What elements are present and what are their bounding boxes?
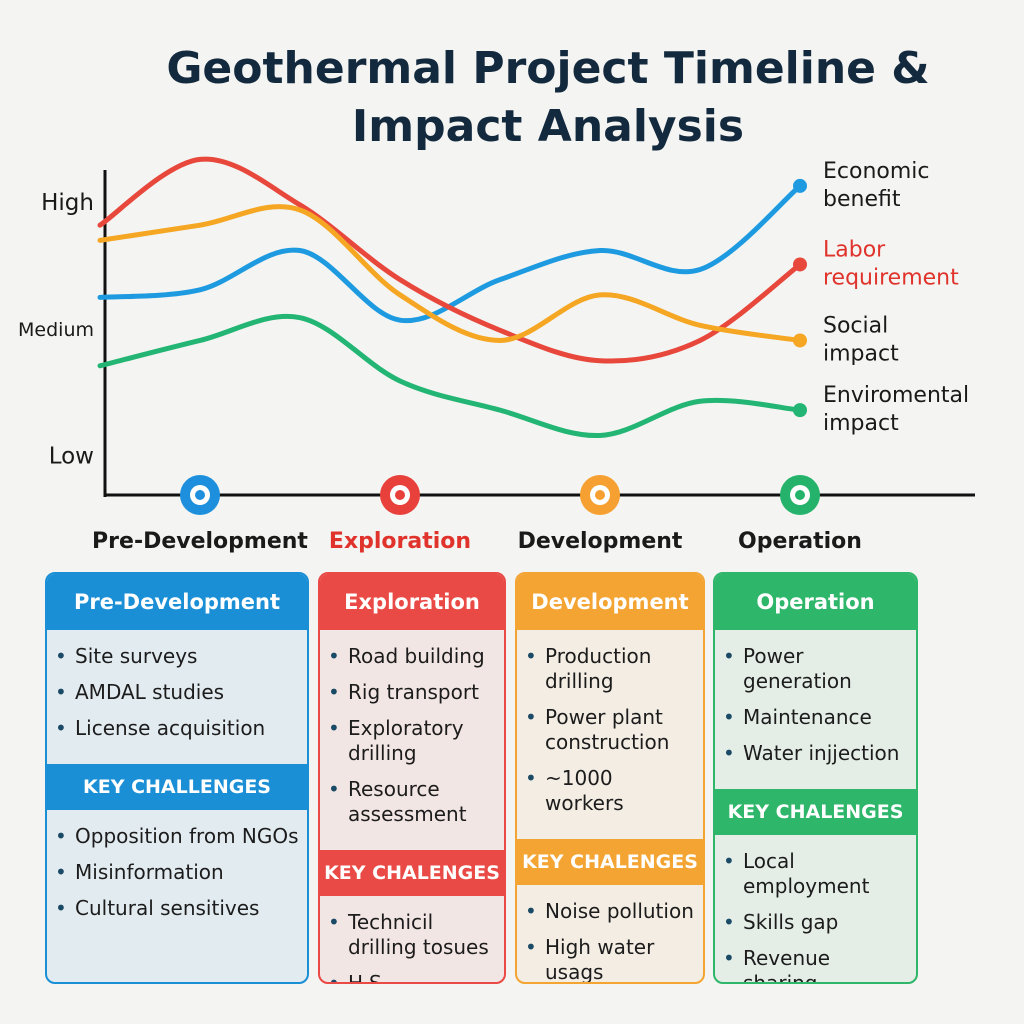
challenges-title: KEY CHALLENGES bbox=[47, 764, 307, 810]
y-tick-label: Low bbox=[49, 444, 94, 470]
challenge-item: Misinformation bbox=[55, 860, 301, 885]
challenge-item: High water usags bbox=[525, 935, 697, 982]
challenge-item: Cultural sensitives bbox=[55, 896, 301, 921]
phase-marker-dot bbox=[395, 490, 405, 500]
card-title: Pre-Development bbox=[47, 574, 307, 630]
legend-label: Labor requirement bbox=[823, 237, 959, 290]
challenge-item: Skills gap bbox=[723, 910, 910, 935]
challenge-item: Opposition from NGOs bbox=[55, 824, 301, 849]
phase-card: Exploration Road building Rig transport Exp… bbox=[318, 572, 506, 984]
challenge-list: Technicil drilling tosues H.S management bbox=[320, 896, 504, 982]
activity-list: Power generation Maintenance Water injject… bbox=[715, 630, 916, 789]
challenge-list: Local employment Skills gap Revenue sharin… bbox=[715, 835, 916, 982]
series-line bbox=[97, 156, 803, 364]
legend-label: Economic benefit bbox=[823, 159, 930, 212]
x-tick-label: Development bbox=[518, 529, 683, 554]
chart-title: Geothermal Project Timeline & Impact Ana… bbox=[166, 43, 930, 152]
end-marker bbox=[793, 257, 807, 272]
phase-card: Operation Power generation Maintenance Wate… bbox=[713, 572, 918, 984]
challenge-item: Technicil drilling tosues bbox=[328, 910, 498, 960]
series-line bbox=[97, 313, 803, 438]
challenges-title: KEY CHALENGES bbox=[715, 789, 916, 835]
activity-item: Maintenance bbox=[723, 705, 910, 730]
activity-item: License acquisition bbox=[55, 716, 301, 741]
challenges-title: KEY CHALENGES bbox=[320, 850, 504, 896]
activity-item: Power plant construction bbox=[525, 705, 697, 755]
challenge-list: Opposition from NGOs Misinformation Cultur… bbox=[47, 810, 307, 944]
card-title: Operation bbox=[715, 574, 916, 630]
x-tick-label: Pre-Development bbox=[92, 529, 308, 554]
series-line bbox=[97, 204, 803, 343]
end-marker bbox=[793, 178, 807, 193]
activity-item: Resource assessment bbox=[328, 777, 498, 827]
activity-list: Road building Rig transport Exploratory dr… bbox=[320, 630, 504, 850]
y-tick-label: Medium bbox=[18, 319, 94, 341]
activity-item: Road building bbox=[328, 644, 498, 669]
legend-label: Social impact bbox=[823, 313, 899, 366]
activity-item: Site surveys bbox=[55, 644, 301, 669]
phase-card: Pre-Development Site surveys AMDAL studies… bbox=[45, 572, 309, 984]
activity-list: Site surveys AMDAL studies License acquisi… bbox=[47, 630, 307, 764]
x-tick-label: Exploration bbox=[329, 529, 471, 554]
challenge-item: Noise pollution bbox=[525, 899, 697, 924]
chart: High Medium Low Economic benefit Labor require… bbox=[18, 156, 975, 554]
challenges-title: KEY CHALENGES bbox=[517, 839, 703, 885]
challenge-item: H.S management bbox=[328, 971, 498, 982]
challenge-list: Noise pollutionHigh water usagsLabor dem… bbox=[517, 885, 703, 982]
activity-list: Production drilling Power plant construct… bbox=[517, 630, 703, 839]
activity-item: Power generation bbox=[723, 644, 910, 694]
phase-marker-dot bbox=[195, 490, 205, 500]
activity-item: AMDAL studies bbox=[55, 680, 301, 705]
challenge-item: Local employment bbox=[723, 849, 910, 899]
activity-item: Exploratory drilling bbox=[328, 716, 498, 766]
end-marker bbox=[793, 403, 807, 418]
phase-marker-dot bbox=[595, 490, 605, 500]
phase-card: Development Production drilling Power plan… bbox=[515, 572, 705, 984]
card-title: Development bbox=[517, 574, 703, 630]
card-title: Exploration bbox=[320, 574, 504, 630]
end-marker bbox=[793, 333, 807, 348]
activity-item: Rig transport bbox=[328, 680, 498, 705]
activity-item: Production drilling bbox=[525, 644, 697, 694]
challenge-item: Revenue sharing bbox=[723, 946, 910, 982]
phase-marker-dot bbox=[795, 490, 805, 500]
activity-item: Water injjection bbox=[723, 741, 910, 766]
legend-label: Enviromental impact bbox=[823, 383, 969, 436]
activity-item: ~1000 workers bbox=[525, 766, 697, 816]
x-tick-label: Operation bbox=[738, 529, 862, 554]
y-tick-label: High bbox=[41, 190, 94, 216]
series-line bbox=[97, 183, 803, 324]
